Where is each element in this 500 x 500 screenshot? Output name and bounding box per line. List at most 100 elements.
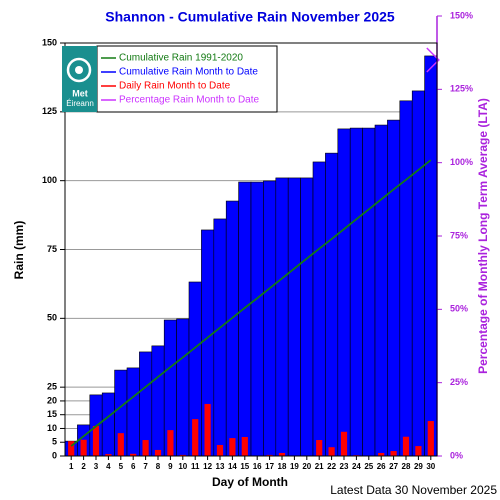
x-tick-label: 28 [402,462,411,471]
x-tick-label: 11 [191,462,200,471]
x-tick-label: 7 [143,462,148,471]
x-tick-label: 6 [131,462,136,471]
cumulative-bar [312,161,326,457]
cumulative-bar [337,128,351,457]
daily-bar [68,441,75,456]
x-tick-label: 18 [278,462,287,471]
cumulative-bar [325,152,339,457]
cumulative-bar [287,177,301,457]
y-tick-label: 5 [52,437,57,447]
daily-bar [278,452,286,456]
y-axis-label: Rain (mm) [12,221,26,280]
logo-swirl-inner [75,66,83,74]
y-tick-label: 15 [47,409,57,419]
y2-tick-label: 0% [450,450,463,460]
x-tick-label: 17 [265,462,274,471]
y2-tick-label: 25% [450,377,468,387]
daily-bar [427,421,434,456]
cumulative-bar [126,367,140,457]
daily-bar [167,430,174,456]
legend-label: Cumulative Rain 1991-2020 [119,53,243,64]
y-tick-label: 50 [47,313,57,323]
cumulative-bar [238,181,252,457]
daily-bar [415,446,422,456]
x-tick-label: 23 [340,462,349,471]
cumulative-bar [151,345,165,457]
cumulative-bar [424,55,438,457]
daily-bar [216,444,224,456]
x-tick-label: 20 [302,462,311,471]
daily-bar [328,447,335,456]
y-tick-label: 10 [47,423,57,433]
y-tick-label: 0 [52,450,57,460]
cumulative-bar [176,318,190,457]
cumulative-bar [349,127,363,457]
legend-label: Daily Rain Month to Date [119,81,231,92]
daily-bar [340,431,348,456]
cumulative-bar [101,392,115,457]
y2-axis-label: Percentage of Monthly Long Term Average … [476,98,490,374]
logo-swirl [66,57,92,83]
x-tick-label: 12 [203,462,212,471]
legend-box [96,45,278,113]
x-tick-label: 14 [228,462,237,471]
percentage-marker [426,47,440,73]
daily-bar [402,436,410,456]
x-tick-label: 19 [290,462,299,471]
y-tick-label: 20 [47,395,57,405]
cumulative-bar [275,177,289,457]
daily-bar [142,440,149,456]
x-tick-label: 4 [106,462,111,471]
logo-text: Met [72,88,88,98]
cumulative-bar [213,218,227,457]
y2-tick-label: 50% [450,304,468,314]
y2-tick-label: 75% [450,230,468,240]
daily-bar [105,454,112,456]
x-tick-label: 16 [253,462,262,471]
x-tick-label: 21 [315,462,324,471]
footer: Latest Data 30 November 2025 [330,483,497,497]
y2-tick-label: 150% [450,10,473,20]
y-tick-label: 25 [47,382,57,392]
daily-bar [229,438,236,456]
cumulative-bar [399,100,413,457]
y-tick-label: 75 [47,244,57,254]
x-tick-label: 10 [178,462,187,471]
y-tick-label: 100 [42,175,57,185]
daily-bar [204,403,211,456]
daily-bar [266,454,273,456]
x-tick-label: 25 [364,462,373,471]
x-tick-label: 13 [216,462,225,471]
cumulative-bar [411,90,425,457]
x-tick-label: 2 [81,462,86,471]
x-tick-label: 26 [377,462,386,471]
x-tick-label: 22 [327,462,336,471]
daily-bar [92,425,100,456]
y-tick-label: 125 [42,106,57,116]
legend-label: Cumulative Rain Month to Date [119,67,258,78]
daily-bar [378,452,385,456]
x-tick-label: 8 [156,462,161,471]
cumulative-bar [362,127,376,457]
cumulative-bar [374,124,388,457]
x-axis-label: Day of Month [212,475,288,489]
plot-frame [64,42,438,457]
daily-bar [316,440,323,456]
daily-bar [192,419,199,456]
daily-bar [241,437,248,456]
cumulative-bar [387,119,401,457]
x-tick-label: 9 [168,462,173,471]
x-tick-label: 5 [119,462,124,471]
x-tick-label: 24 [352,462,361,471]
logo-bg [62,46,97,112]
daily-bar [80,439,87,456]
logo-text: Éireann [66,99,94,108]
legend-label: Percentage Rain Month to Date [119,95,260,106]
daily-bar [117,433,124,456]
x-tick-label: 3 [94,462,99,471]
daily-bar [154,449,162,456]
chart-title: Shannon - Cumulative Rain November 2025 [105,9,395,25]
x-tick-label: 30 [426,462,435,471]
daily-bar [130,453,137,456]
